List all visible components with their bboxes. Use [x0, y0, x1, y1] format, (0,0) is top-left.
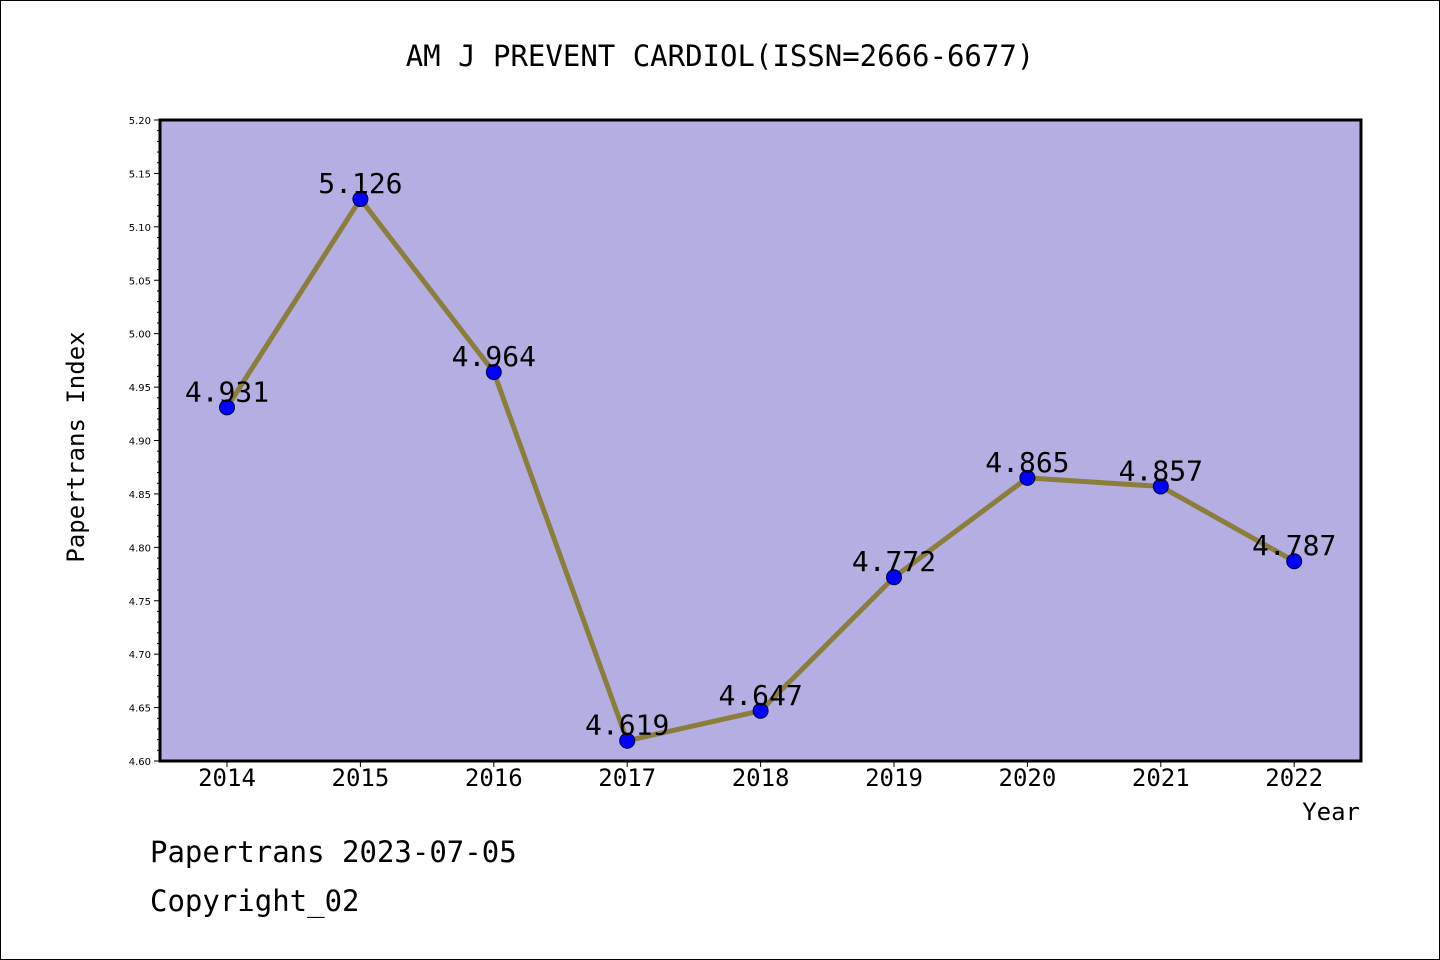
- y-axis-label: Papertrans Index: [62, 331, 90, 562]
- x-tick-label: 2018: [732, 764, 790, 792]
- x-tick-label: 2014: [198, 764, 256, 792]
- y-tick-label: 4.65: [129, 704, 151, 715]
- data-label-2017: 4.619: [585, 709, 669, 742]
- x-axis: 2014 2015 2016 2017 2018 2019 2020 2021 2022: [198, 761, 1323, 792]
- y-tick-label: 5.20: [129, 116, 151, 127]
- data-label-2019: 4.772: [852, 545, 936, 578]
- data-point-2021: [1152, 478, 1169, 495]
- y-tick-label: 4.60: [129, 757, 151, 768]
- x-tick-label: 2020: [999, 764, 1057, 792]
- data-label-2014: 4.931: [185, 375, 269, 408]
- data-point-2016: [485, 364, 502, 381]
- data-point-2014: [219, 399, 235, 416]
- data-point-2019: [886, 569, 902, 586]
- x-tick-label: 2016: [465, 764, 523, 792]
- data-point-2015: [352, 191, 369, 208]
- y-tick-label: 4.85: [129, 490, 151, 501]
- footer-date: Papertrans 2023-07-05: [150, 835, 517, 869]
- chart-title: AM J PREVENT CARDIOL(ISSN=2666-6677): [406, 39, 1035, 73]
- data-label-2018: 4.647: [718, 679, 802, 712]
- x-tick-label: 2015: [332, 764, 390, 792]
- data-label-2016: 4.964: [452, 340, 536, 373]
- series-papertrans-index: [219, 191, 1303, 749]
- x-tick-label: 2019: [865, 764, 923, 792]
- data-point-2022: [1286, 553, 1303, 570]
- y-tick-label: 5.05: [129, 276, 151, 287]
- y-tick-label: 4.80: [129, 543, 151, 554]
- x-tick-label: 2022: [1265, 764, 1323, 792]
- x-tick-label: 2021: [1132, 764, 1190, 792]
- plot-area: [158, 118, 1363, 763]
- y-tick-label: 5.00: [129, 330, 151, 341]
- data-point-2017: [619, 732, 636, 749]
- data-label-2015: 5.126: [318, 167, 402, 200]
- y-tick-label: 4.90: [129, 437, 151, 448]
- x-axis-label: Year: [1302, 798, 1360, 826]
- y-axis: 4.60 4.65 4.70 4.75 4.80 4.85 4.90 4.95 5.00 5.05…: [129, 116, 160, 768]
- data-label-2021: 4.857: [1119, 454, 1203, 487]
- y-tick-label: 4.95: [129, 383, 151, 394]
- x-tick-label: 2017: [598, 764, 656, 792]
- y-tick-label: 4.75: [129, 597, 151, 608]
- y-tick-label: 5.10: [129, 223, 151, 234]
- data-point-2020: [1019, 469, 1036, 486]
- data-labels: 4.931 5.126 4.964 4.619 4.647 4.772 4.865 4.857…: [185, 167, 1336, 742]
- data-label-2022: 4.787: [1252, 529, 1336, 562]
- data-label-2020: 4.865: [985, 446, 1069, 479]
- data-point-2018: [752, 702, 769, 719]
- footer-copyright: Copyright_02: [150, 884, 360, 918]
- y-tick-label: 4.70: [129, 650, 151, 661]
- y-tick-label: 5.15: [129, 169, 151, 180]
